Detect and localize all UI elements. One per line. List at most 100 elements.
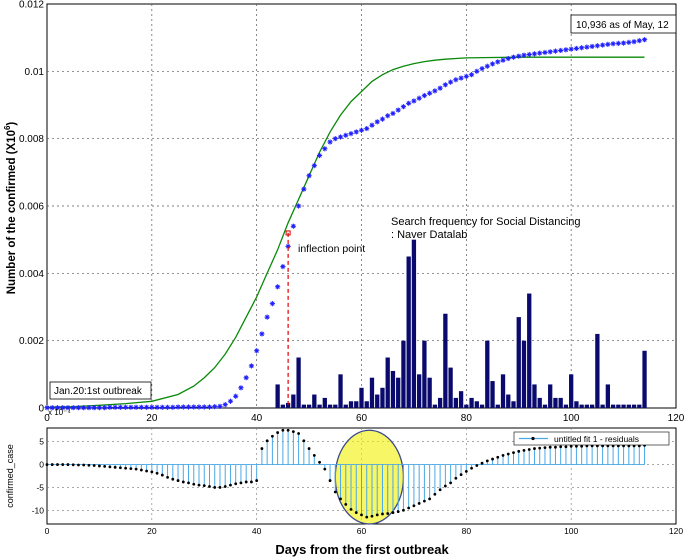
search-frequency-bar — [610, 404, 616, 408]
confirmed-point — [615, 40, 621, 46]
residual-marker — [443, 484, 447, 488]
confirmed-point — [117, 404, 123, 410]
search-frequency-bar — [569, 374, 574, 408]
confirmed-point — [427, 90, 433, 96]
top-x-ticks: 0 20 40 60 80 100 120 — [44, 413, 685, 424]
top-y-tick-label: 0.008 — [19, 134, 44, 145]
residual-marker — [77, 463, 80, 467]
search-frequency-bar — [537, 397, 542, 408]
residual-marker — [328, 479, 332, 482]
search-frequency-bar — [327, 404, 333, 408]
residual-marker — [428, 497, 432, 501]
residual-marker — [71, 463, 75, 467]
confirmed-point — [479, 66, 485, 72]
residual-marker — [307, 447, 311, 450]
residual-marker — [155, 471, 159, 475]
search-frequency-bar — [385, 357, 390, 408]
search-frequency-bar — [432, 404, 438, 408]
confirmed-point — [70, 405, 76, 411]
confirmed-point — [463, 73, 469, 79]
residual-marker — [176, 479, 180, 482]
top-y-tick-label: 0.004 — [19, 269, 44, 280]
residual-marker — [181, 480, 185, 484]
residuals-y-axis-label: confirmed_case — [5, 444, 15, 508]
residual-marker — [501, 454, 505, 457]
top-y-axis-label-text: Number of the confirmed (X10 — [6, 130, 18, 294]
residual-marker — [98, 464, 101, 468]
search-frequency-bar — [579, 404, 584, 408]
search-frequency-bar — [417, 374, 422, 408]
confirmed-point — [102, 405, 108, 411]
latest-annotation-box — [570, 14, 677, 34]
top-y-tick-label: 0.006 — [19, 202, 44, 213]
confirmed-point — [264, 314, 270, 320]
search-frequency-bar — [453, 397, 458, 408]
residual-marker — [229, 483, 232, 487]
confirmed-point — [290, 223, 296, 229]
residual-marker — [124, 466, 128, 470]
confirmed-point — [143, 404, 150, 410]
search-frequency-bar — [600, 404, 605, 408]
confirmed-point — [610, 41, 616, 47]
residual-marker — [113, 465, 117, 469]
residual-marker — [150, 470, 154, 474]
search-frequency-bar — [500, 374, 506, 408]
residual-marker — [250, 480, 253, 484]
residual-marker — [575, 444, 578, 448]
search-frequency-bar — [485, 340, 490, 408]
residual-marker — [375, 513, 379, 517]
residual-markers — [45, 428, 646, 519]
search-frequency-bar — [312, 394, 317, 408]
top-y-tick-label: 0.012 — [19, 0, 44, 11]
residual-marker — [370, 514, 374, 518]
confirmed-point — [123, 404, 129, 410]
residual-marker — [281, 428, 285, 432]
residual-marker — [265, 439, 269, 443]
confirmed-point — [243, 375, 249, 381]
confirmed-point — [248, 363, 255, 369]
residual-marker — [470, 466, 473, 470]
search-frequency-bars — [275, 239, 647, 408]
confirmed-point — [164, 404, 171, 410]
confirmed-point — [626, 39, 632, 45]
search-frequency-bar — [637, 404, 642, 408]
confirmed-point — [301, 186, 307, 192]
residual-marker — [45, 463, 49, 466]
search-frequency-bar — [495, 404, 500, 408]
confirmed-point — [400, 104, 407, 110]
top-y-ticks: 0 0.002 0.004 0.006 0.008 0.01 0.012 — [19, 0, 44, 415]
residual-marker — [512, 451, 515, 455]
confirmed-point — [201, 404, 207, 410]
top-x-tick-label: 80 — [461, 413, 473, 424]
residual-marker — [527, 448, 531, 451]
residuals-x-tick-label: 0 — [45, 526, 50, 536]
fit-curve — [46, 56, 645, 408]
confirmed-point — [573, 45, 580, 52]
legend-marker-sample — [531, 436, 535, 441]
confirmed-point — [500, 57, 506, 63]
residual-marker — [538, 446, 542, 450]
residual-marker — [82, 463, 86, 467]
residual-marker — [339, 497, 342, 501]
residual-marker — [423, 499, 426, 503]
confirmed-point — [448, 79, 454, 85]
residuals-x-tick-label: 20 — [147, 526, 157, 536]
confirmed-point — [406, 100, 412, 106]
confirmed-point — [505, 55, 511, 62]
residual-marker — [129, 467, 133, 471]
confirmed-point — [631, 39, 637, 45]
confirmed-point — [91, 405, 97, 411]
search-frequency-bar — [548, 384, 553, 408]
residual-marker — [56, 463, 59, 466]
residuals-chart: 0 20 40 60 80 100 120 -10 -5 0 5 confirmed_case u… — [5, 427, 683, 536]
search-frequency-bar — [527, 293, 532, 408]
confirmed-point — [379, 116, 386, 122]
confirmed-point — [138, 404, 144, 410]
confirmed-point — [600, 42, 606, 48]
residual-marker — [202, 484, 206, 487]
latest-annotation-text: 10,936 as of May, 12 — [576, 20, 669, 31]
confirmed-point — [442, 82, 448, 88]
residuals-x-tick-label: 100 — [564, 526, 578, 536]
residual-marker — [391, 511, 395, 514]
confirmed-point — [605, 41, 611, 47]
